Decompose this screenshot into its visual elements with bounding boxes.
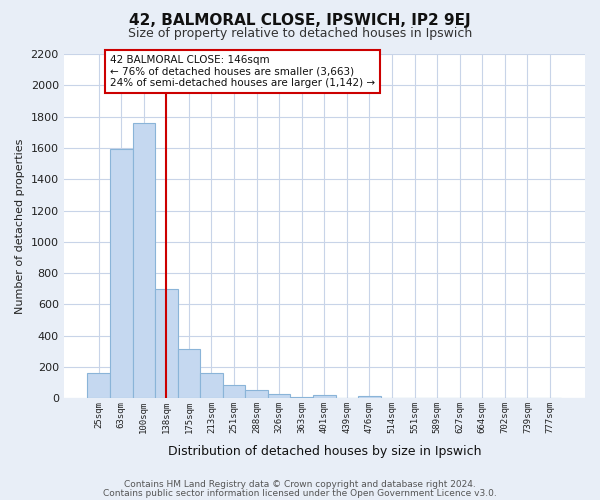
Text: Contains public sector information licensed under the Open Government Licence v3: Contains public sector information licen…	[103, 488, 497, 498]
Bar	[223, 385, 245, 398]
Bar	[200, 374, 223, 398]
Bar	[110, 150, 133, 398]
Bar	[88, 372, 110, 398]
Text: 42, BALMORAL CLOSE, IPSWICH, IP2 9EJ: 42, BALMORAL CLOSE, IPSWICH, IP2 9EJ	[129, 12, 471, 28]
Bar	[290, 397, 313, 398]
Bar	[245, 390, 268, 398]
Text: 42 BALMORAL CLOSE: 146sqm
← 76% of detached houses are smaller (3,663)
24% of se: 42 BALMORAL CLOSE: 146sqm ← 76% of detac…	[110, 55, 375, 88]
X-axis label: Distribution of detached houses by size in Ipswich: Distribution of detached houses by size …	[167, 444, 481, 458]
Bar	[313, 395, 335, 398]
Y-axis label: Number of detached properties: Number of detached properties	[15, 138, 25, 314]
Text: Contains HM Land Registry data © Crown copyright and database right 2024.: Contains HM Land Registry data © Crown c…	[124, 480, 476, 489]
Bar	[155, 289, 178, 399]
Text: Size of property relative to detached houses in Ipswich: Size of property relative to detached ho…	[128, 28, 472, 40]
Bar	[178, 349, 200, 399]
Bar	[358, 396, 381, 398]
Bar	[133, 123, 155, 398]
Bar	[268, 394, 290, 398]
